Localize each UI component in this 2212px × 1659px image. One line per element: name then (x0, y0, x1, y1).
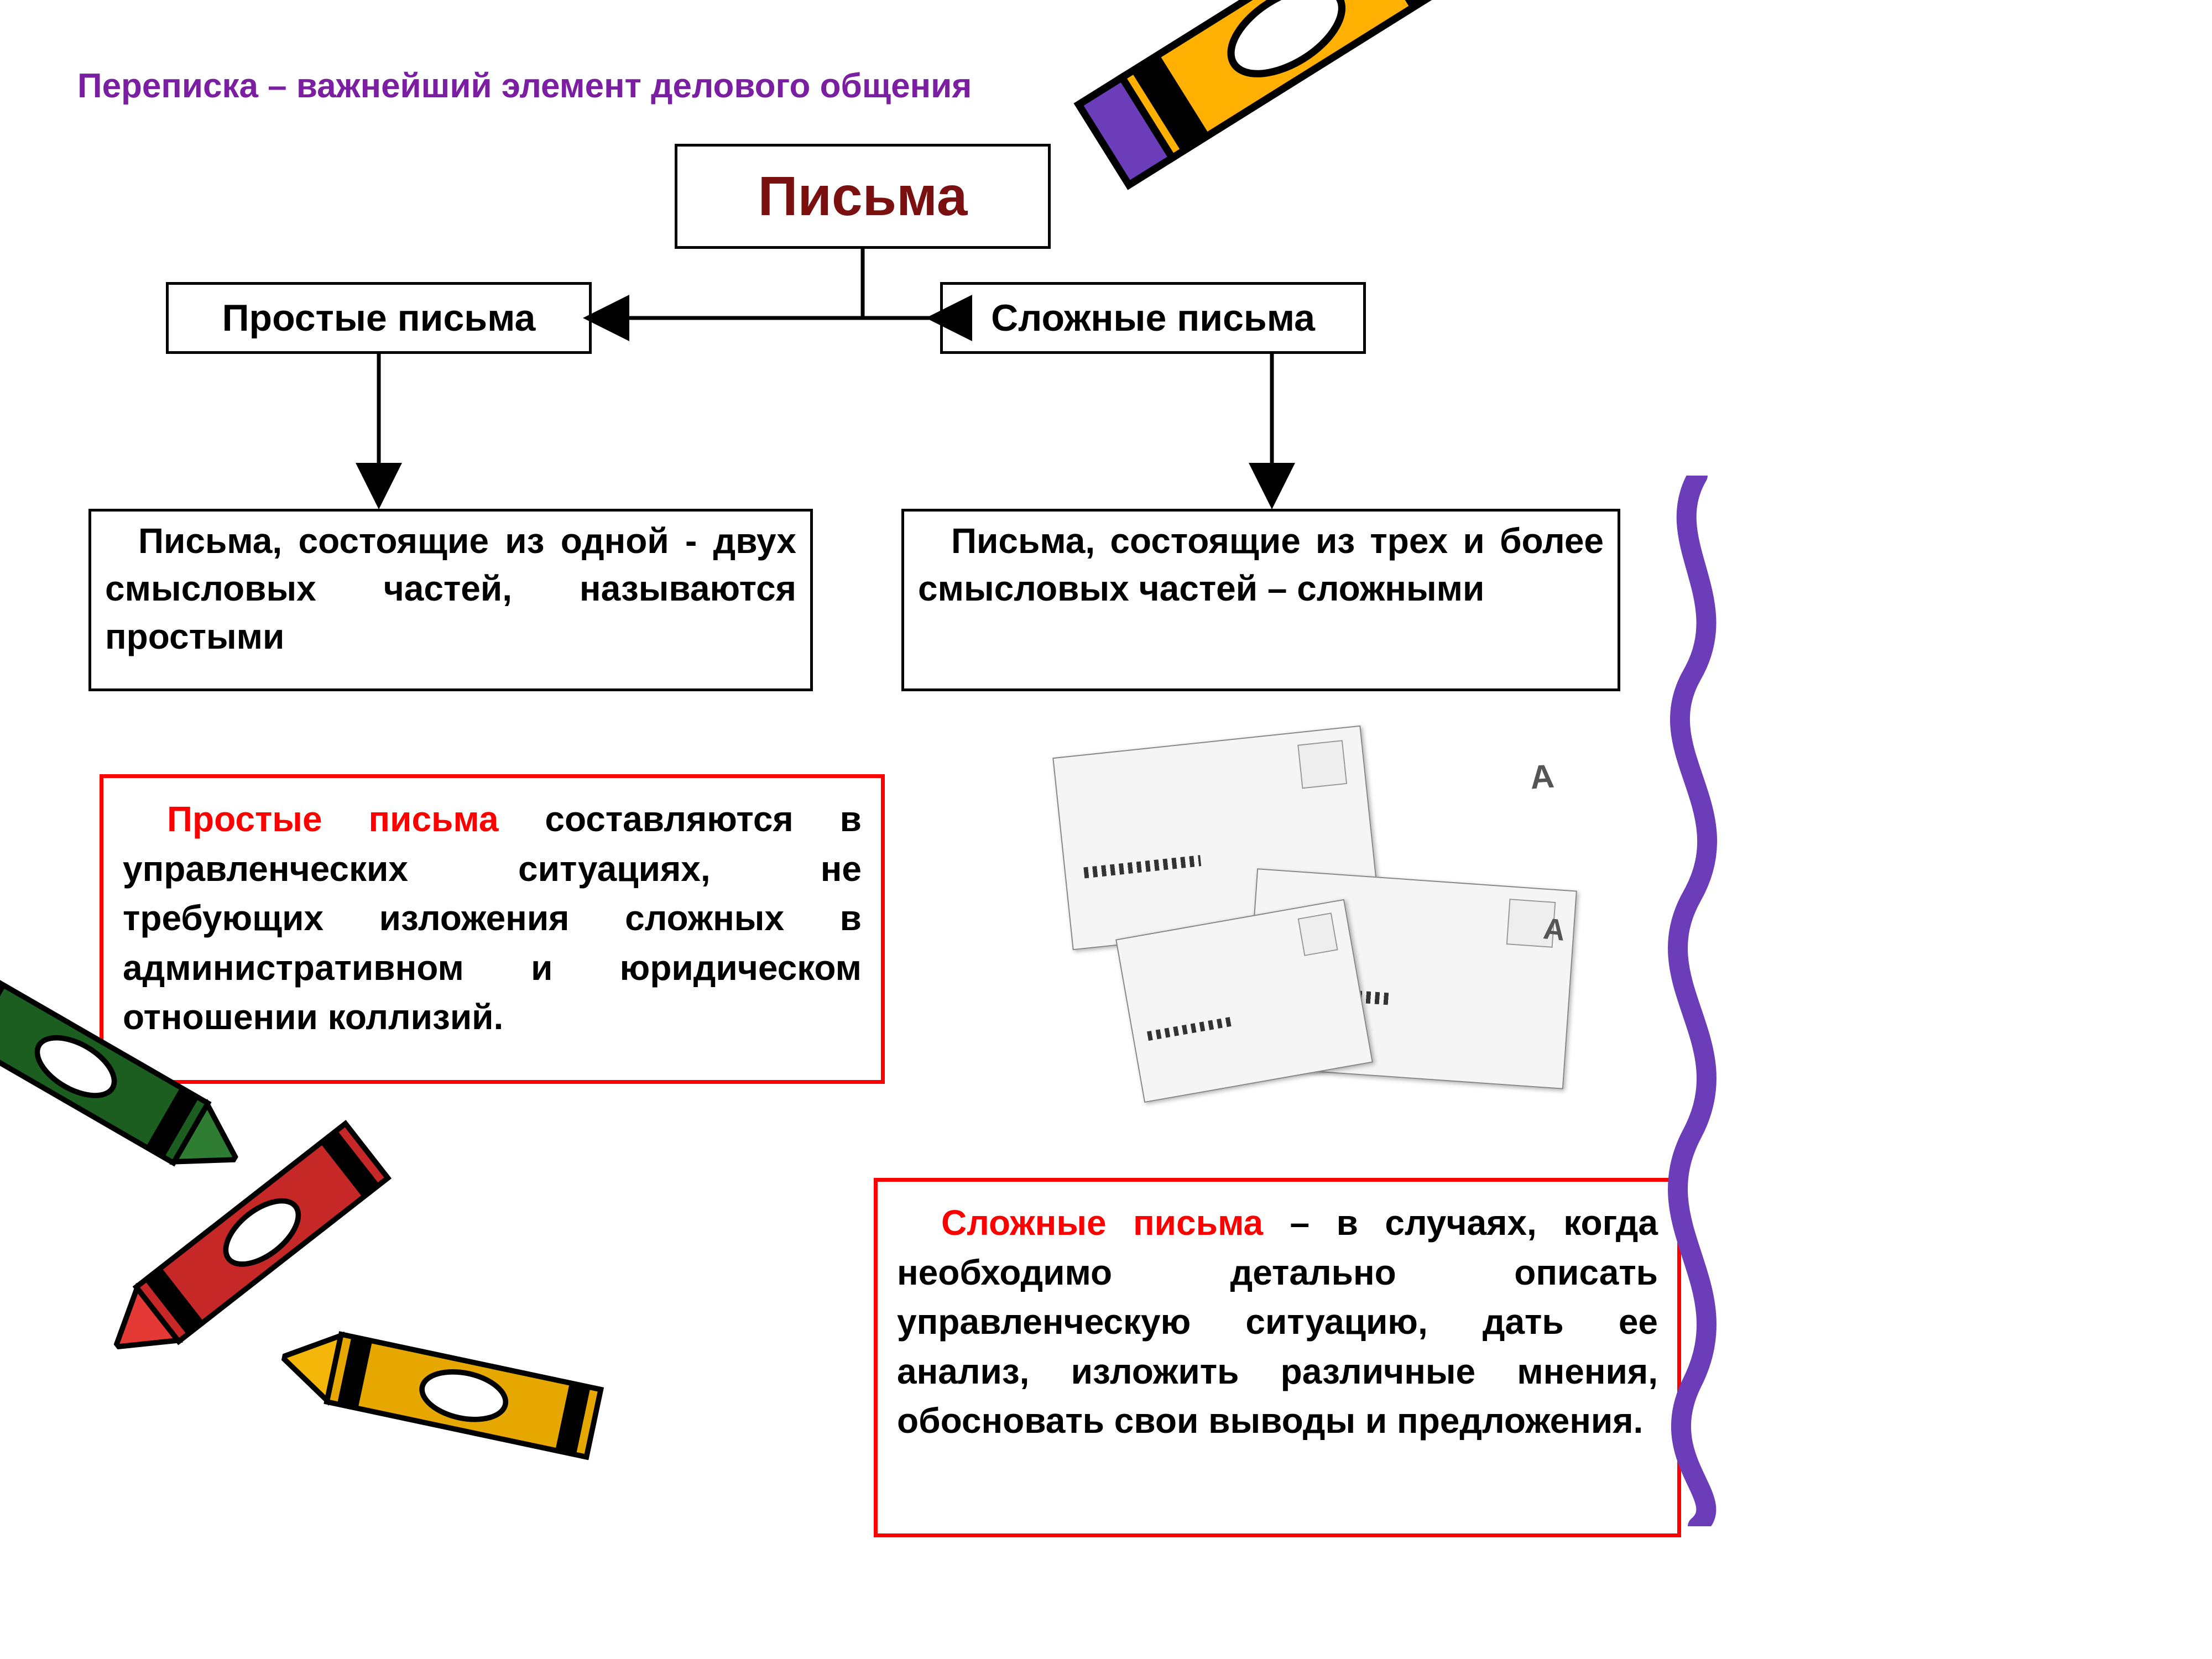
red-right-box: Сложные письма – в случаях, когда необхо… (874, 1178, 1681, 1537)
page-title: Переписка – важнейший элемент делового о… (77, 66, 972, 106)
right-def-box: Письма, состоящие из трех и более смысло… (901, 509, 1620, 691)
left-def-text: Письма, состоящие из одной - двух смысло… (105, 521, 796, 656)
envelopes-image: A A (1040, 719, 1604, 1150)
squiggle-decoration (1648, 476, 1742, 1526)
right-sub-box: Сложные письма (940, 282, 1366, 354)
left-sub-text: Простые письма (222, 296, 536, 340)
left-sub-box: Простые письма (166, 282, 592, 354)
red-right-lead: Сложные письма (941, 1203, 1263, 1243)
right-sub-text: Сложные письма (991, 296, 1315, 340)
main-box: Письма (675, 144, 1051, 249)
red-left-lead: Простые письма (167, 799, 498, 839)
red-left-box: Простые письма составляются в управленче… (100, 774, 885, 1084)
crayon-top-yellow (1042, 0, 1526, 218)
main-box-text: Письма (758, 165, 968, 228)
right-def-text: Письма, состоящие из трех и более смысло… (918, 521, 1604, 608)
left-def-box: Письма, состоящие из одной - двух смысло… (88, 509, 813, 691)
crayon-left-yellow (270, 1305, 631, 1487)
